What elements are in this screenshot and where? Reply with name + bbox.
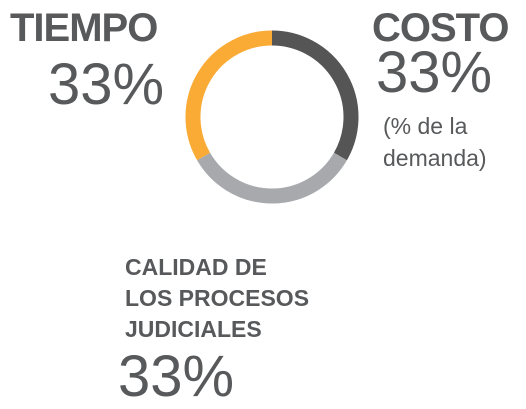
category-label: CALIDAD DE LOS PROCESOS JUDICIALES (125, 254, 310, 342)
donut-segment (185, 30, 273, 161)
value-label: 33% (118, 344, 235, 409)
category-label: COSTO (372, 6, 510, 50)
value-label: 33% (48, 52, 165, 117)
value-label: 33% (376, 40, 493, 105)
annotation: (% de la demanda) (383, 113, 487, 171)
category-label: TIEMPO (10, 6, 158, 50)
donut-segment (271, 30, 359, 161)
donut-segment (197, 152, 347, 204)
